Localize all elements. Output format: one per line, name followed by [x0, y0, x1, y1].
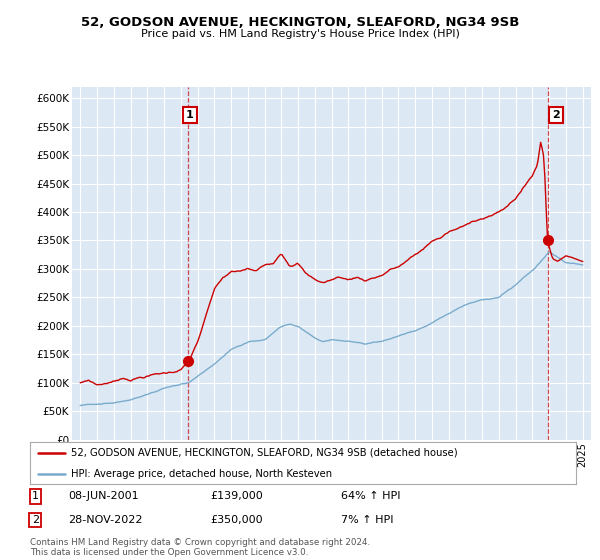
Text: 52, GODSON AVENUE, HECKINGTON, SLEAFORD, NG34 9SB (detached house): 52, GODSON AVENUE, HECKINGTON, SLEAFORD,… [71, 448, 458, 458]
Text: 7% ↑ HPI: 7% ↑ HPI [341, 515, 394, 525]
Text: 52, GODSON AVENUE, HECKINGTON, SLEAFORD, NG34 9SB: 52, GODSON AVENUE, HECKINGTON, SLEAFORD,… [81, 16, 519, 29]
Text: HPI: Average price, detached house, North Kesteven: HPI: Average price, detached house, Nort… [71, 469, 332, 479]
Text: £139,000: £139,000 [210, 492, 263, 501]
Text: 1: 1 [186, 110, 194, 120]
Text: 2: 2 [32, 515, 39, 525]
Text: 2: 2 [552, 110, 560, 120]
Text: Price paid vs. HM Land Registry's House Price Index (HPI): Price paid vs. HM Land Registry's House … [140, 29, 460, 39]
Text: 1: 1 [32, 492, 39, 501]
Text: 08-JUN-2001: 08-JUN-2001 [68, 492, 139, 501]
Text: Contains HM Land Registry data © Crown copyright and database right 2024.
This d: Contains HM Land Registry data © Crown c… [30, 538, 370, 557]
Text: 28-NOV-2022: 28-NOV-2022 [68, 515, 143, 525]
Text: £350,000: £350,000 [210, 515, 263, 525]
Text: 64% ↑ HPI: 64% ↑ HPI [341, 492, 401, 501]
